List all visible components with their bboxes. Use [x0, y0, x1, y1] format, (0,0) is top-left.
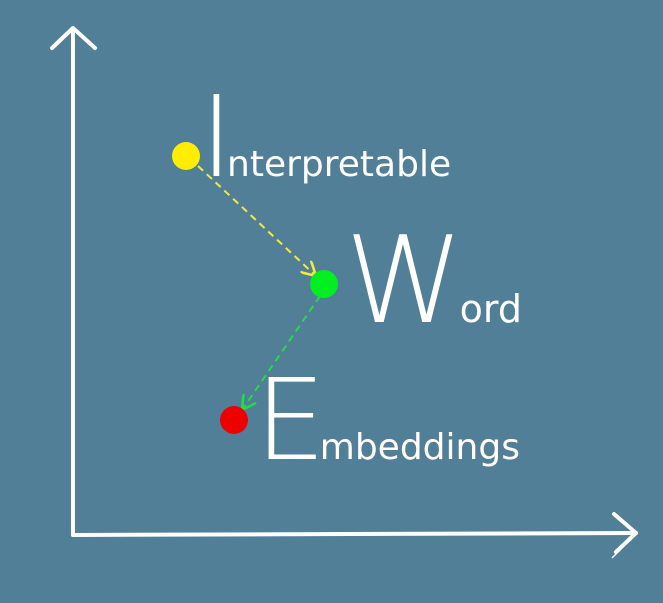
arrow-interpretable-to-word	[197, 165, 316, 276]
x-axis-arrowhead	[612, 512, 638, 554]
x-axis-tail-mark	[611, 549, 621, 559]
label-embeddings-initial: E	[255, 356, 326, 486]
label-word-initial: W	[345, 212, 464, 351]
point-embeddings	[220, 406, 248, 434]
x-axis	[71, 531, 638, 537]
point-word	[310, 270, 338, 298]
label-interpretable: Interpretable	[200, 82, 451, 194]
label-word: Word	[345, 222, 522, 342]
label-interpretable-rest: nterpretable	[227, 144, 452, 185]
point-interpretable	[172, 142, 200, 170]
label-embeddings-rest: mbeddings	[319, 427, 520, 468]
label-word-rest: ord	[459, 287, 522, 331]
y-axis-arrowhead	[50, 26, 97, 50]
label-interpretable-initial: I	[200, 73, 233, 203]
label-embeddings: Embeddings	[255, 365, 520, 477]
